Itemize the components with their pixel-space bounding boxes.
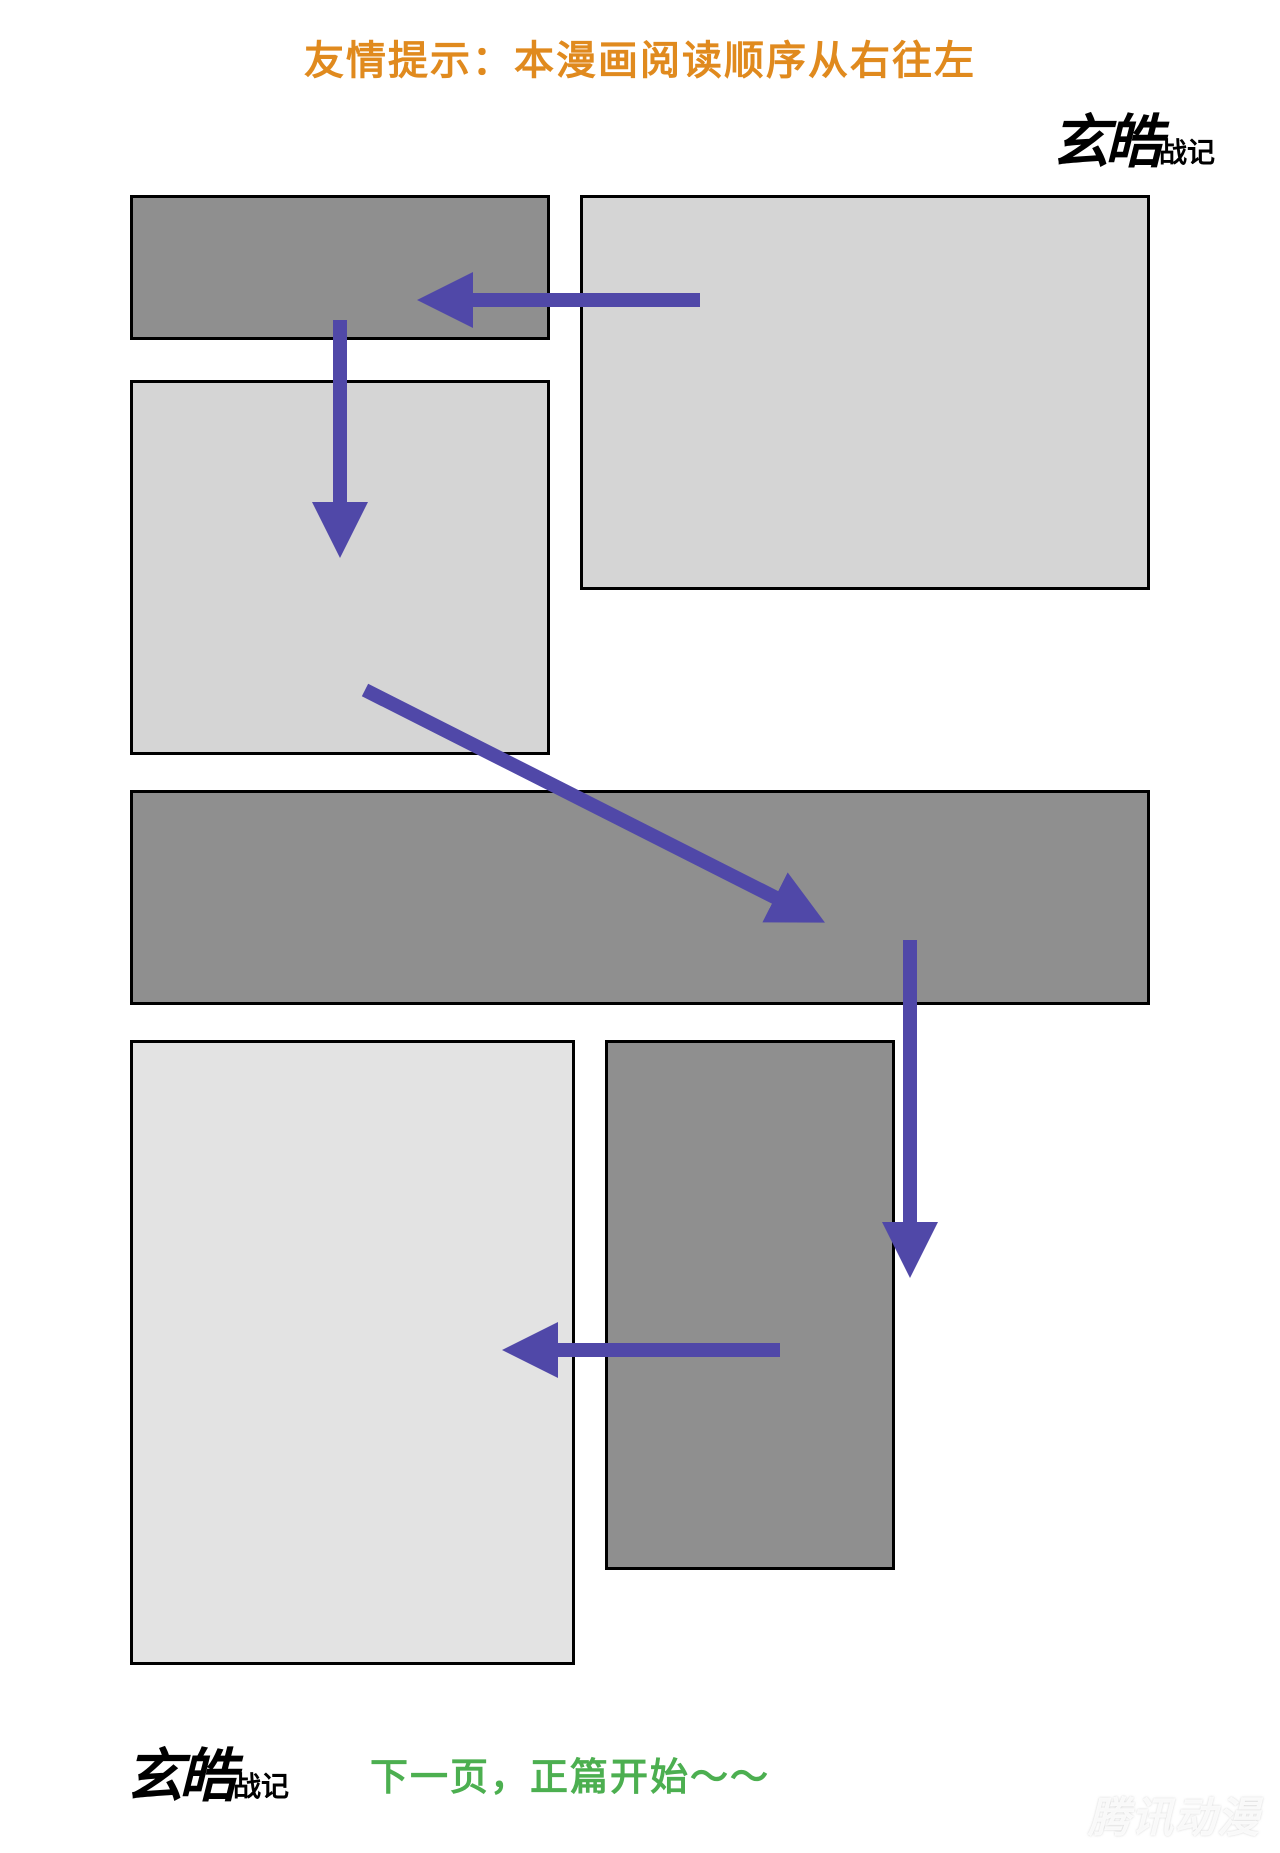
diagram-container: 友情提示：本漫画阅读顺序从右往左 玄皓战记 玄皓战记 下一页，正篇开始～～ 腾讯… (0, 0, 1280, 1853)
panel-p6 (130, 1040, 575, 1665)
logo-bottom: 玄皓战记 (125, 1729, 289, 1813)
panel-p3 (130, 380, 550, 755)
logo-bottom-small-text: 战记 (233, 1772, 289, 1803)
logo-small-text: 战记 (1159, 138, 1215, 169)
footer-next-text: 下一页，正篇开始～～ (370, 1746, 770, 1801)
logo-top: 玄皓战记 (1051, 95, 1215, 179)
panel-p1 (580, 195, 1150, 590)
logo-big-text: 玄皓 (1051, 110, 1159, 175)
watermark: 腾讯动漫 (1088, 1784, 1260, 1845)
header-hint-text: 友情提示：本漫画阅读顺序从右往左 (0, 28, 1280, 86)
logo-bottom-big-text: 玄皓 (125, 1744, 233, 1809)
watermark-text: 腾讯动漫 (1088, 1794, 1260, 1841)
header-text-content: 友情提示：本漫画阅读顺序从右往左 (304, 39, 976, 83)
panel-p2 (130, 195, 550, 340)
panel-p5 (605, 1040, 895, 1570)
footer-text-content: 下一页，正篇开始～～ (370, 1757, 770, 1799)
panel-p4 (130, 790, 1150, 1005)
